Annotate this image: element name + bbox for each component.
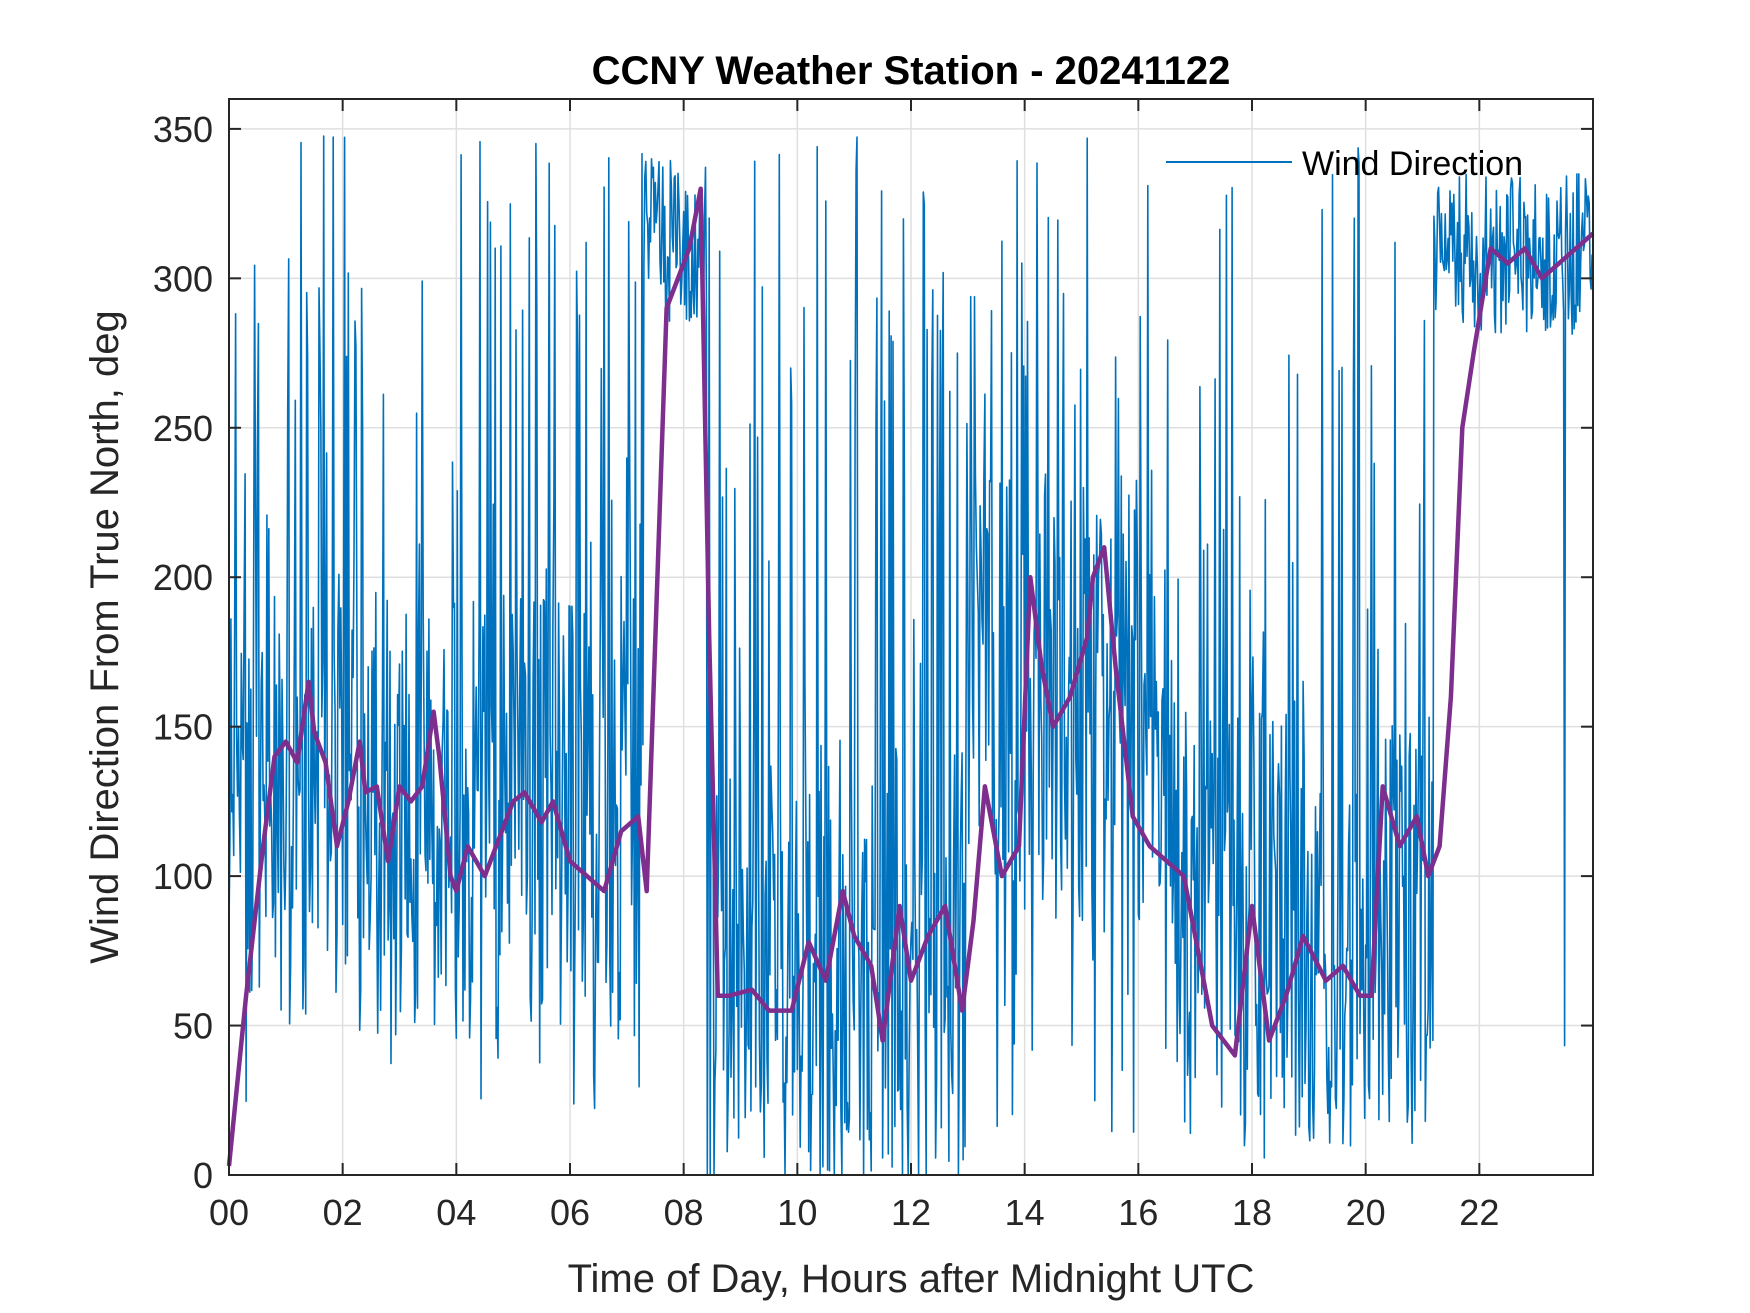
wind-direction-raw-line bbox=[228, 135, 1593, 1176]
x-tick-label: 08 bbox=[664, 1192, 704, 1233]
x-tick-label: 02 bbox=[323, 1192, 363, 1233]
x-tick-label: 22 bbox=[1459, 1192, 1499, 1233]
x-tick-label: 04 bbox=[436, 1192, 476, 1233]
x-tick-label: 12 bbox=[891, 1192, 931, 1233]
legend-label: Wind Direction bbox=[1302, 145, 1523, 183]
x-tick-label: 20 bbox=[1346, 1192, 1386, 1233]
y-tick-label: 300 bbox=[153, 258, 213, 299]
x-tick-label: 06 bbox=[550, 1192, 590, 1233]
x-tick-label: 14 bbox=[1005, 1192, 1045, 1233]
mean-series-layer bbox=[226, 186, 1595, 1167]
y-tick-label: 50 bbox=[173, 1006, 213, 1047]
raw-series-layer bbox=[228, 135, 1593, 1176]
wind-direction-mean-line bbox=[226, 186, 1595, 1167]
axis-ticks: 00 02 04 06 08 10 12 14 16 18 20 22 0 50 100 150 200 250 3… bbox=[153, 99, 1593, 1233]
y-tick-label: 200 bbox=[153, 557, 213, 598]
y-tick-label: 150 bbox=[153, 707, 213, 748]
y-tick-label: 350 bbox=[153, 109, 213, 150]
legend: Wind Direction bbox=[1166, 145, 1523, 183]
x-tick-label: 16 bbox=[1118, 1192, 1158, 1233]
x-tick-label: 10 bbox=[777, 1192, 817, 1233]
x-tick-label: 18 bbox=[1232, 1192, 1272, 1233]
y-tick-label: 0 bbox=[193, 1155, 213, 1196]
y-axis-label: Wind Direction From True North, deg bbox=[83, 310, 127, 964]
x-tick-label: 00 bbox=[209, 1192, 249, 1233]
y-tick-label: 100 bbox=[153, 856, 213, 897]
y-tick-label: 250 bbox=[153, 408, 213, 449]
x-axis-label: Time of Day, Hours after Midnight UTC bbox=[568, 1257, 1255, 1301]
chart-title: CCNY Weather Station - 20241122 bbox=[592, 49, 1231, 93]
